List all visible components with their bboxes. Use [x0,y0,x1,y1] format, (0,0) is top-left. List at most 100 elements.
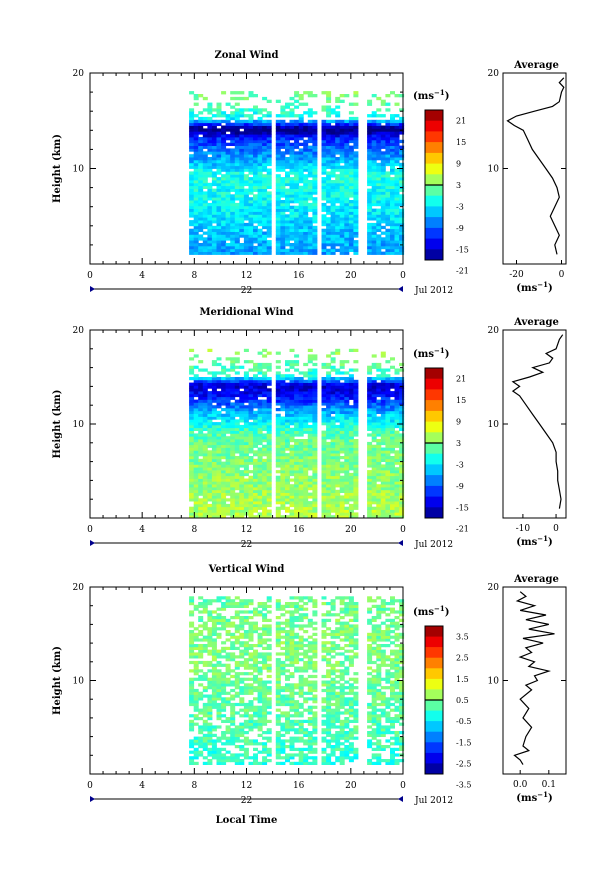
heatmap-cell [399,393,405,398]
heatmap-cell [285,388,290,392]
heatmap-cell [371,436,377,440]
heatmap-cell [294,481,300,485]
heatmap-cell [399,377,405,381]
heatmap-cell [225,413,231,417]
heatmap-cell [330,472,336,477]
heatmap-cell [367,182,373,187]
heatmap-cell [207,759,213,763]
heatmap-cell [266,424,272,429]
heatmap-cell [394,211,400,215]
heatmap-cell [221,464,227,468]
heatmap-cell [380,436,386,440]
heatmap-cell [234,624,240,628]
heatmap-cell [189,456,195,460]
heatmap-cell [257,478,263,482]
heatmap-cell [385,248,391,252]
heatmap-cell [289,102,295,106]
average-title: Average [513,317,559,328]
heatmap-cell [243,393,249,398]
heatmap-cell [390,393,395,398]
heatmap-cell [198,674,204,679]
heatmap-cell [312,228,318,232]
heatmap-cell [225,171,231,175]
heatmap-cell [312,248,318,252]
heatmap-cell [321,382,327,386]
heatmap-cell [239,165,245,169]
heatmap-cell [198,464,204,468]
colorbar-segment [425,410,443,423]
heatmap-cell [367,506,373,510]
heatmap-cell [239,660,245,665]
heatmap-cell [207,515,213,519]
heatmap-cell [376,240,382,244]
heatmap-cell [243,433,249,437]
heatmap-cell [394,237,400,241]
heatmap-cell [285,125,290,129]
heatmap-cell [198,691,204,695]
heatmap-cell [371,214,377,218]
heatmap-cell [344,509,350,513]
heatmap-cell [253,489,258,493]
heatmap-cell [371,408,377,412]
heatmap-cell [216,736,222,740]
heatmap-cell [390,214,395,218]
heatmap-cell [202,470,208,474]
heatmap-cell [326,419,332,423]
heatmap-cell [298,419,304,423]
heatmap-cell [330,234,336,238]
heatmap-cell [380,399,386,403]
heatmap-cell [225,458,231,462]
heatmap-cell [257,171,263,175]
heatmap-cell [285,456,290,460]
heatmap-cell [211,492,217,496]
heatmap-cell [298,188,304,192]
x-tick-label: 16 [293,271,305,281]
heatmap-cell [303,481,309,485]
heatmap-cell [285,197,290,201]
heatmap-cell [225,116,231,121]
colorbar-tick-label: -9 [456,224,464,233]
average-frame [502,72,567,265]
heatmap-cell [193,119,199,124]
colorbar-unit-base: (ms [413,91,434,102]
heatmap-cell [253,168,258,172]
heatmap-cell [321,159,327,164]
heatmap-cell [234,228,240,232]
heatmap-cell [280,391,286,395]
heatmap-cell [390,419,395,423]
heatmap-cell [275,185,281,189]
heatmap-cell [394,379,400,383]
heatmap-cell [230,105,236,109]
heatmap-cell [321,391,327,395]
heatmap-cell [321,461,327,465]
heatmap-cell [367,447,373,451]
heatmap-cell [321,484,327,488]
heatmap-cell [216,691,222,695]
heatmap-cell [380,441,386,446]
heatmap-cell [216,753,222,757]
heatmap-cell [307,222,313,227]
heatmap-cell [344,388,350,392]
heatmap-cell [335,157,341,161]
heatmap-cell [234,91,240,95]
heatmap-cell [253,171,258,175]
heatmap-cell [348,481,354,485]
heatmap-cell [243,422,249,426]
heatmap-cell [230,439,236,443]
heatmap-cell [307,453,313,457]
heatmap-cell [221,419,227,423]
heatmap-cell [285,509,290,513]
heatmap-cell [230,382,236,386]
heatmap-cell [390,171,395,175]
heatmap-cell [285,402,290,406]
heatmap-cell [234,108,240,112]
heatmap-cell [298,377,304,381]
heatmap-cell [390,240,395,244]
heatmap-cell [298,222,304,227]
heatmap-cell [207,436,213,440]
heatmap-cell [189,128,195,132]
heatmap-cell [294,142,300,146]
heatmap-cell [243,119,249,124]
heatmap-cell [348,122,354,126]
heatmap-cell [335,430,341,434]
